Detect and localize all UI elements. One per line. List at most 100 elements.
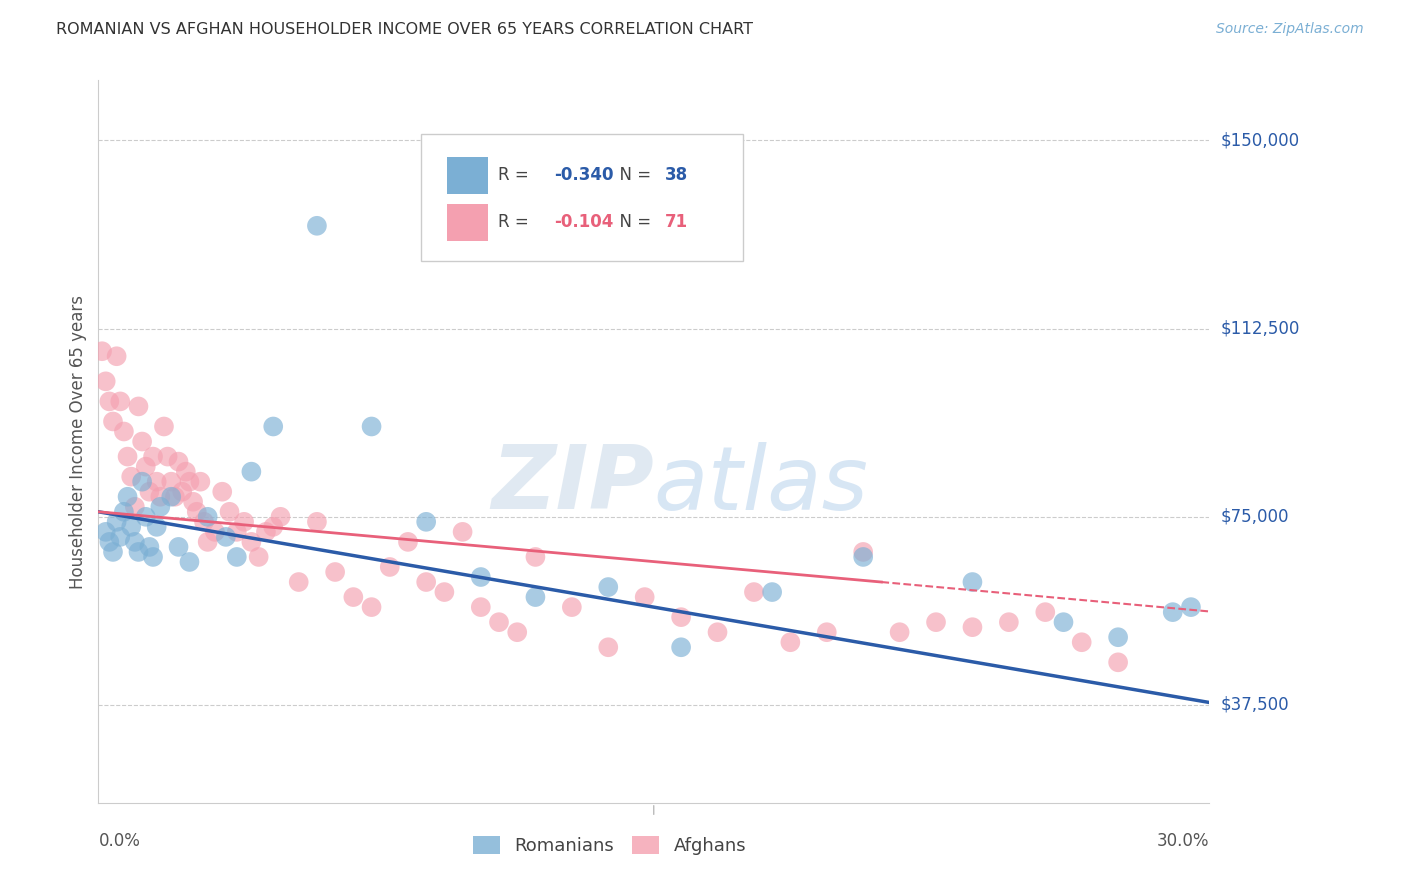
Point [145, 520, 167, 534]
Point [172, 484, 194, 499]
Point [1107, 630, 1129, 644]
Point [998, 615, 1021, 630]
Point [761, 585, 783, 599]
Point [233, 515, 256, 529]
Point [451, 524, 474, 539]
Point [962, 574, 984, 589]
Point [181, 494, 204, 508]
Point [124, 534, 146, 549]
FancyBboxPatch shape [447, 203, 488, 241]
Point [305, 219, 328, 233]
Point [262, 419, 284, 434]
Point [254, 524, 277, 539]
Point [167, 540, 190, 554]
Point [193, 515, 215, 529]
Point [925, 615, 948, 630]
Point [598, 580, 620, 594]
Text: ZIP: ZIP [491, 442, 654, 528]
Point [186, 505, 208, 519]
Point [270, 509, 292, 524]
Point [153, 419, 176, 434]
Point [506, 625, 529, 640]
Y-axis label: Householder Income Over 65 years: Householder Income Over 65 years [69, 294, 87, 589]
Text: $112,500: $112,500 [1220, 319, 1299, 338]
Point [101, 414, 124, 428]
Point [179, 555, 201, 569]
Point [138, 484, 160, 499]
Point [110, 394, 132, 409]
Point [218, 505, 240, 519]
Point [1107, 655, 1129, 669]
Point [94, 524, 117, 539]
Point [742, 585, 765, 599]
Text: R =: R = [498, 166, 534, 185]
Text: $150,000: $150,000 [1220, 131, 1299, 150]
Point [305, 515, 328, 529]
Point [342, 590, 364, 604]
Point [1070, 635, 1092, 649]
Point [156, 450, 179, 464]
Point [98, 394, 121, 409]
Point [124, 500, 146, 514]
Point [360, 419, 382, 434]
Point [247, 549, 270, 564]
Point [815, 625, 838, 640]
Point [91, 344, 114, 359]
Point [962, 620, 984, 634]
Point [127, 400, 149, 414]
Text: -0.340: -0.340 [554, 166, 613, 185]
Point [1052, 615, 1074, 630]
Point [142, 450, 165, 464]
Point [98, 534, 121, 549]
Point [1180, 600, 1202, 615]
Point [117, 490, 139, 504]
Point [117, 450, 139, 464]
Point [94, 374, 117, 388]
Point [167, 454, 190, 468]
Text: ROMANIAN VS AFGHAN HOUSEHOLDER INCOME OVER 65 YEARS CORRELATION CHART: ROMANIAN VS AFGHAN HOUSEHOLDER INCOME OV… [56, 22, 754, 37]
Text: atlas: atlas [654, 442, 869, 528]
Point [360, 600, 382, 615]
Point [779, 635, 801, 649]
Point [240, 534, 263, 549]
Legend: Romanians, Afghans: Romanians, Afghans [465, 829, 754, 863]
FancyBboxPatch shape [420, 135, 742, 260]
Point [488, 615, 510, 630]
Point [127, 545, 149, 559]
Point [120, 469, 142, 483]
FancyBboxPatch shape [447, 156, 488, 194]
Point [120, 520, 142, 534]
Point [415, 574, 437, 589]
Text: $37,500: $37,500 [1220, 696, 1289, 714]
Text: 38: 38 [665, 166, 688, 185]
Point [174, 465, 197, 479]
Point [1033, 605, 1056, 619]
Point [415, 515, 437, 529]
Point [889, 625, 911, 640]
Text: -0.104: -0.104 [554, 213, 613, 231]
Point [262, 520, 284, 534]
Point [561, 600, 583, 615]
Point [396, 534, 419, 549]
Text: Source: ZipAtlas.com: Source: ZipAtlas.com [1216, 22, 1364, 37]
Point [131, 475, 153, 489]
Point [852, 545, 875, 559]
Point [669, 610, 692, 624]
Point [138, 540, 160, 554]
Point [197, 534, 219, 549]
Point [598, 640, 620, 655]
Point [204, 524, 226, 539]
Point [190, 475, 212, 489]
Point [105, 515, 128, 529]
Point [135, 459, 157, 474]
Text: 0.0%: 0.0% [98, 831, 141, 850]
Point [135, 509, 157, 524]
Point [852, 549, 875, 564]
Point [105, 349, 128, 363]
Point [225, 549, 247, 564]
Point [163, 490, 186, 504]
Text: R =: R = [498, 213, 534, 231]
Point [197, 509, 219, 524]
Point [179, 475, 201, 489]
Point [287, 574, 309, 589]
